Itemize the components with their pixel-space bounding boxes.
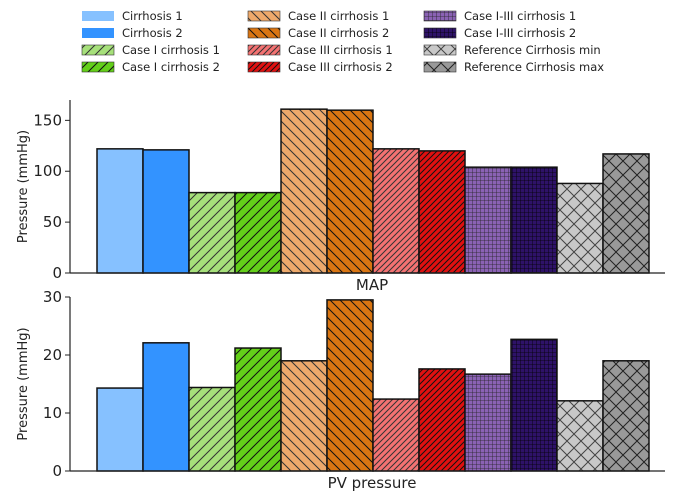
bar-case-i-iii-cirrhosis-2 [510, 338, 558, 472]
bar-case-iii-cirrhosis-2 [418, 368, 466, 472]
legend-item-reference-cirrhosis-min: Reference Cirrhosis min [423, 43, 601, 57]
bar-case-ii-cirrhosis-1 [280, 108, 328, 274]
legend-label: Case III cirrhosis 2 [288, 60, 393, 74]
legend-item-case-i-cirrhosis-2: Case I cirrhosis 2 [81, 60, 220, 74]
x-axis-label: MAP [356, 276, 388, 294]
bar-reference-cirrhosis-max [602, 153, 650, 274]
y-tick-label: 30 [43, 288, 62, 306]
legend-swatch [82, 28, 114, 38]
bar-case-i-iii-cirrhosis-1 [464, 166, 512, 274]
bar-cirrhosis-2 [142, 149, 190, 274]
bar-case-i-cirrhosis-1 [188, 386, 236, 472]
y-tick-label: 100 [33, 162, 62, 180]
legend-label: Case I-III cirrhosis 2 [464, 26, 576, 40]
bar-case-i-iii-cirrhosis-2 [510, 166, 558, 274]
legend-item-case-ii-cirrhosis-2: Case II cirrhosis 2 [247, 26, 389, 40]
legend-label: Cirrhosis 1 [122, 9, 183, 23]
legend-swatch [247, 61, 281, 73]
legend-label: Case I cirrhosis 2 [122, 60, 220, 74]
legend-item-reference-cirrhosis-max: Reference Cirrhosis max [423, 60, 604, 74]
legend-swatch [423, 44, 457, 56]
bar-case-ii-cirrhosis-2 [326, 109, 374, 274]
legend-item-case-ii-cirrhosis-1: Case II cirrhosis 1 [247, 9, 389, 23]
legend-swatch [81, 44, 115, 56]
y-tick-label: 0 [52, 462, 62, 480]
legend-label: Case III cirrhosis 1 [288, 43, 393, 57]
legend-item-cirrhosis-2: Cirrhosis 2 [82, 26, 183, 40]
bar-cirrhosis-2 [142, 342, 190, 472]
legend: Cirrhosis 1 Cirrhosis 2 Case I cirrhosis 1… [81, 9, 604, 74]
legend-label: Case I-III cirrhosis 1 [464, 9, 576, 23]
y-tick-label: 50 [43, 213, 62, 231]
bar-case-iii-cirrhosis-1 [372, 148, 420, 274]
y-axis-label: Pressure (mmHg) [16, 130, 31, 243]
panel-pv-pressure: 0 10 20 30 Pressure (mmHg) PV pressure [16, 288, 665, 492]
legend-swatch [81, 61, 115, 73]
y-tick-label: 20 [43, 346, 62, 364]
legend-label: Case II cirrhosis 2 [288, 26, 389, 40]
legend-label: Case II cirrhosis 1 [288, 9, 389, 23]
bar-case-i-cirrhosis-2 [234, 347, 282, 472]
y-tick-label: 10 [43, 404, 62, 422]
legend-swatch [82, 11, 114, 21]
bar-cirrhosis-1 [96, 387, 144, 472]
legend-item-case-iii-cirrhosis-1: Case III cirrhosis 1 [247, 43, 393, 57]
legend-swatch [247, 10, 281, 22]
legend-label: Cirrhosis 2 [122, 26, 183, 40]
bar-case-i-iii-cirrhosis-1 [464, 373, 512, 472]
legend-label: Reference Cirrhosis min [464, 43, 601, 57]
bar-cirrhosis-1 [96, 148, 144, 274]
legend-swatch [247, 27, 281, 39]
legend-swatch [247, 44, 281, 56]
y-tick-label: 0 [52, 264, 62, 282]
bar-reference-cirrhosis-min [556, 400, 604, 472]
x-axis-label: PV pressure [328, 474, 417, 492]
legend-swatch [423, 61, 457, 73]
bar-case-ii-cirrhosis-2 [326, 299, 374, 472]
legend-swatch [423, 10, 457, 22]
legend-item-cirrhosis-1: Cirrhosis 1 [82, 9, 183, 23]
legend-swatch [423, 27, 457, 39]
y-tick-label: 150 [33, 111, 62, 129]
bar-case-iii-cirrhosis-1 [372, 398, 420, 472]
y-axis-label: Pressure (mmHg) [16, 327, 31, 440]
bar-reference-cirrhosis-max [602, 360, 650, 472]
bar-case-i-cirrhosis-1 [188, 191, 236, 274]
bar-case-iii-cirrhosis-2 [418, 150, 466, 274]
legend-label: Case I cirrhosis 1 [122, 43, 220, 57]
legend-item-case-i-iii-cirrhosis-1: Case I-III cirrhosis 1 [423, 9, 576, 23]
bar-case-i-cirrhosis-2 [234, 191, 282, 274]
legend-label: Reference Cirrhosis max [464, 60, 604, 74]
legend-item-case-iii-cirrhosis-2: Case III cirrhosis 2 [247, 60, 393, 74]
bar-reference-cirrhosis-min [556, 182, 604, 274]
bar-case-ii-cirrhosis-1 [280, 360, 328, 472]
legend-item-case-i-cirrhosis-1: Case I cirrhosis 1 [81, 43, 220, 57]
legend-item-case-i-iii-cirrhosis-2: Case I-III cirrhosis 2 [423, 26, 576, 40]
